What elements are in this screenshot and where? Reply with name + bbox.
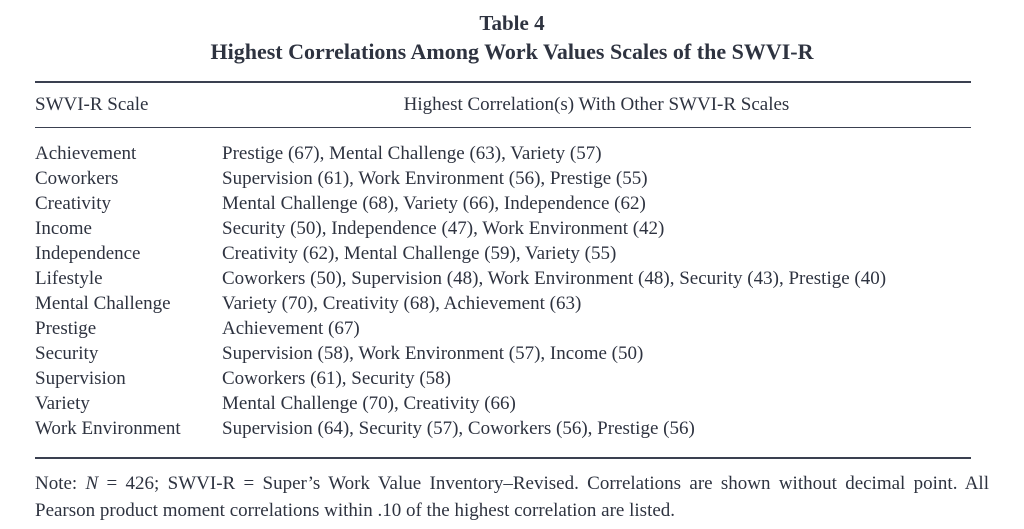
correlations-value: Achievement (67)	[222, 318, 360, 339]
table-row: Security Supervision (58), Work Environme…	[35, 341, 971, 366]
note-body: = 426; SWVI-R = Super’s Work Value Inven…	[35, 473, 989, 521]
table-note: Note: N = 426; SWVI-R = Super’s Work Val…	[35, 470, 989, 524]
correlations-value: Supervision (58), Work Environment (57),…	[222, 343, 644, 364]
table-header: SWVI-R Scale Highest Correlation(s) With…	[35, 81, 971, 128]
table-row: Supervision Coworkers (61), Security (58)	[35, 366, 971, 391]
table-row: Variety Mental Challenge (70), Creativity…	[35, 391, 971, 416]
scale-name: Work Environment	[35, 416, 222, 459]
scale-name: Security	[35, 343, 99, 364]
correlations-value: Prestige (67), Mental Challenge (63), Va…	[222, 143, 602, 164]
correlations-value: Mental Challenge (70), Creativity (66)	[222, 393, 516, 414]
scale-name: Achievement	[35, 143, 137, 164]
scale-name: Variety	[35, 393, 90, 414]
correlations-value: Supervision (61), Work Environment (56),…	[222, 168, 648, 189]
table-header-row: SWVI-R Scale Highest Correlation(s) With…	[35, 81, 971, 128]
correlations-value: Supervision (64), Security (57), Coworke…	[222, 416, 971, 459]
scale-name: Mental Challenge	[35, 293, 171, 314]
scale-name: Income	[35, 218, 92, 239]
note-prefix: Note:	[35, 473, 86, 494]
table-row: Work Environment Supervision (64), Securi…	[35, 416, 971, 459]
table-row: Achievement Prestige (67), Mental Challen…	[35, 128, 971, 167]
scale-name: Independence	[35, 243, 141, 264]
table-caption: Highest Correlations Among Work Values S…	[210, 39, 814, 64]
scale-name: Supervision	[35, 368, 126, 389]
correlations-value: Coworkers (50), Supervision (48), Work E…	[222, 268, 887, 289]
table-row: Prestige Achievement (67)	[35, 316, 971, 341]
column-header-correlations: Highest Correlation(s) With Other SWVI-R…	[222, 81, 971, 128]
correlations-value: Variety (70), Creativity (68), Achieveme…	[222, 293, 582, 314]
table-row: Lifestyle Coworkers (50), Supervision (48…	[35, 266, 971, 291]
scale-name: Lifestyle	[35, 268, 103, 289]
correlations-value: Mental Challenge (68), Variety (66), Ind…	[222, 193, 646, 214]
scale-name: Prestige	[35, 318, 97, 339]
correlations-value: Security (50), Independence (47), Work E…	[222, 218, 665, 239]
correlations-value: Creativity (62), Mental Challenge (59), …	[222, 243, 617, 264]
table-body: Achievement Prestige (67), Mental Challen…	[35, 128, 971, 459]
note-n-symbol: N	[85, 473, 99, 494]
correlations-table: SWVI-R Scale Highest Correlation(s) With…	[35, 81, 971, 459]
table-row: Income Security (50), Independence (47), …	[35, 216, 971, 241]
correlations-value: Coworkers (61), Security (58)	[222, 368, 452, 389]
table-row: Independence Creativity (62), Mental Chal…	[35, 241, 971, 266]
column-header-scale: SWVI-R Scale	[35, 81, 222, 128]
table-row: Creativity Mental Challenge (68), Variety…	[35, 191, 971, 216]
table-row: Coworkers Supervision (61), Work Environm…	[35, 166, 971, 191]
table-number: Table 4	[479, 11, 545, 35]
scale-name: Creativity	[35, 193, 111, 214]
scale-name: Coworkers	[35, 168, 119, 189]
table-row: Mental Challenge Variety (70), Creativity…	[35, 291, 971, 316]
